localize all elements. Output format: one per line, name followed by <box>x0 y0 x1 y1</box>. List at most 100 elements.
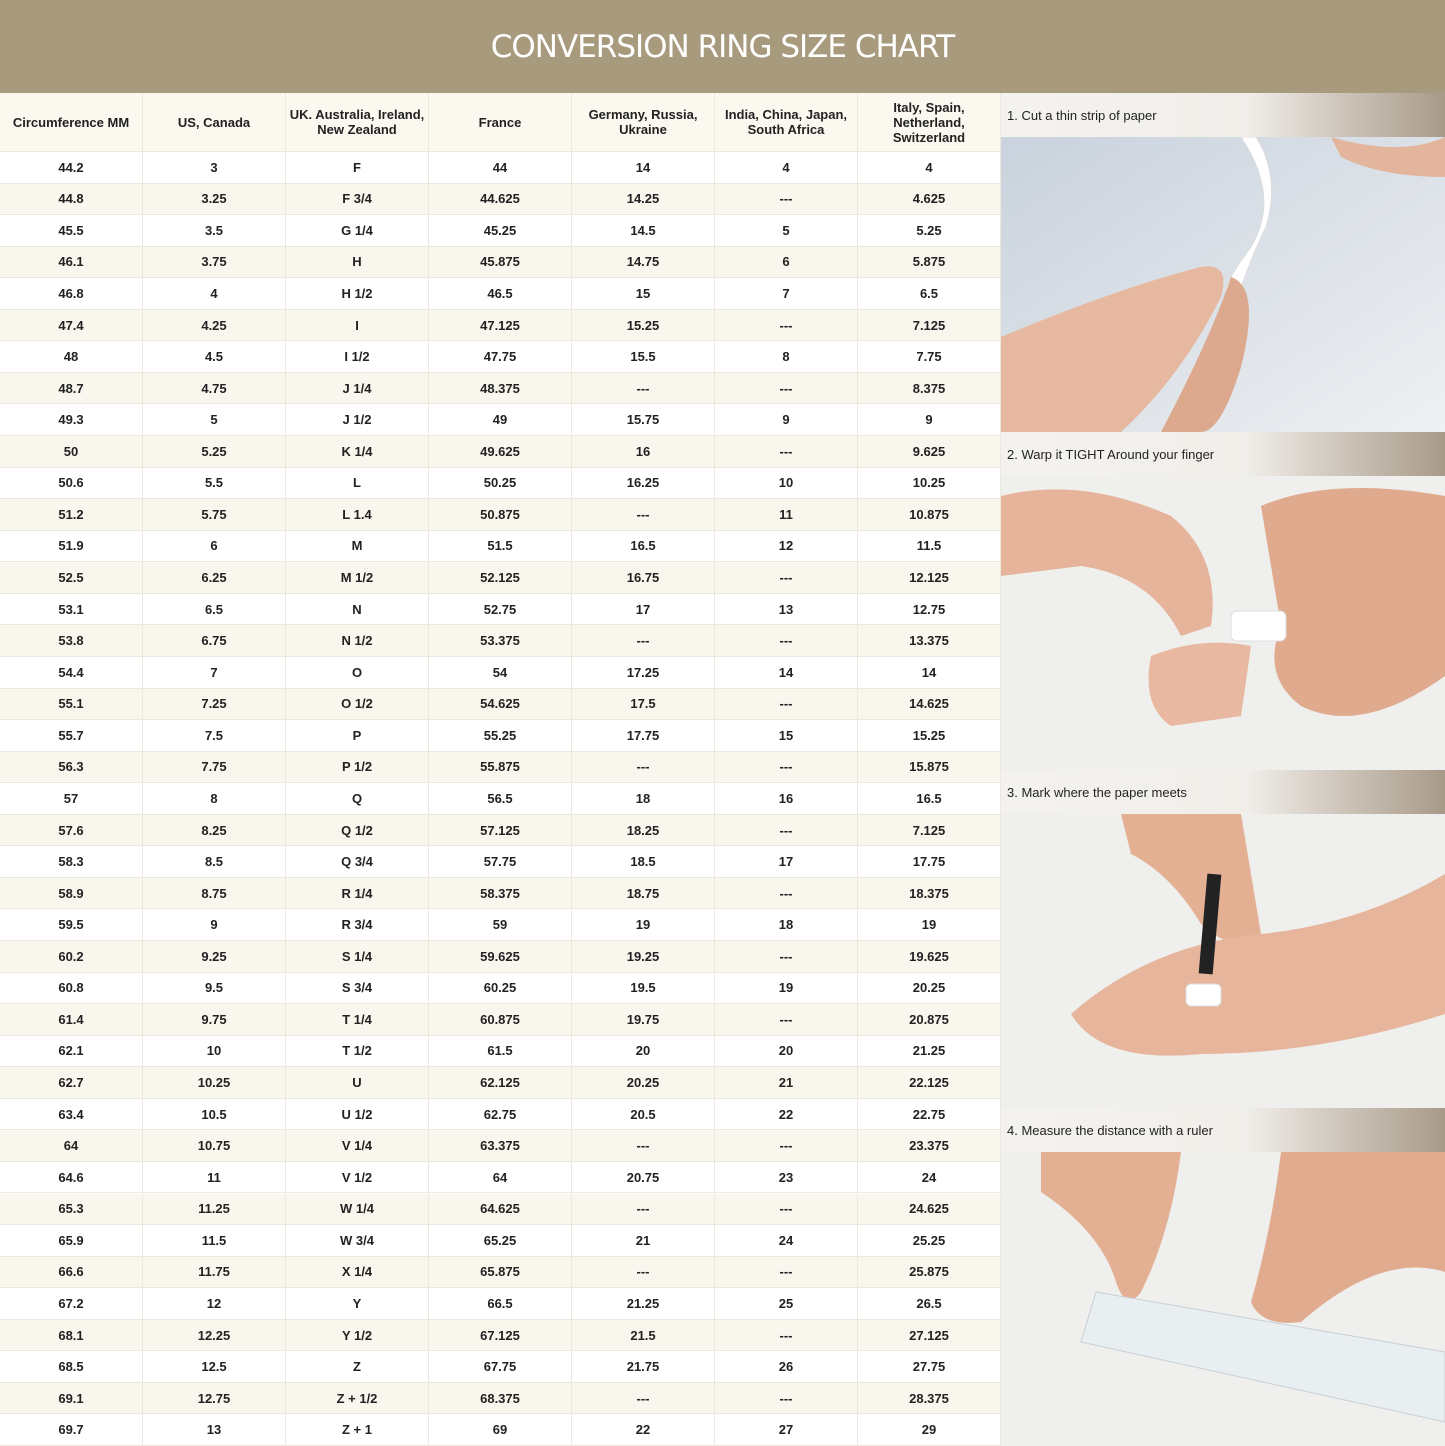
table-cell: 69.7 <box>0 1414 143 1446</box>
table-cell: H <box>286 246 429 279</box>
table-cell: 58.3 <box>0 846 143 878</box>
table-cell: 8.375 <box>858 372 1001 405</box>
table-cell: 9 <box>143 909 286 941</box>
table-cell: Q 1/2 <box>286 814 429 847</box>
table-cell: 50.25 <box>429 467 572 500</box>
table-cell: 4.75 <box>143 372 286 405</box>
table-cell: 18.5 <box>572 846 715 878</box>
table-cell: 59 <box>429 909 572 941</box>
table-cell: 15 <box>572 278 715 310</box>
table-cell: 12.125 <box>858 562 1001 594</box>
step-label: 4. Measure the distance with a ruler <box>1001 1108 1445 1152</box>
table-cell: 18.75 <box>572 877 715 910</box>
table-cell: 62.125 <box>429 1067 572 1099</box>
table-cell: 15.5 <box>572 341 715 373</box>
table-cell: 60.8 <box>0 972 143 1005</box>
step-photo <box>1001 137 1445 432</box>
step-panel: 1. Cut a thin strip of paper <box>1001 93 1445 432</box>
table-cell: 22 <box>715 1098 858 1131</box>
table-cell: V 1/4 <box>286 1130 429 1162</box>
table-cell: M 1/2 <box>286 562 429 594</box>
table-cell: 7 <box>715 278 858 310</box>
table-cell: 47.125 <box>429 309 572 342</box>
step-panel: 3. Mark where the paper meets <box>1001 770 1445 1108</box>
table-cell: 18.25 <box>572 814 715 847</box>
table-cell: 4 <box>143 278 286 310</box>
table-cell: --- <box>715 877 858 910</box>
table-cell: H 1/2 <box>286 278 429 310</box>
table-cell: T 1/4 <box>286 1004 429 1036</box>
table-cell: 21.25 <box>572 1288 715 1320</box>
table-cell: X 1/4 <box>286 1256 429 1289</box>
table-cell: 14.75 <box>572 246 715 279</box>
table-cell: 14.625 <box>858 688 1001 721</box>
table-cell: 21 <box>715 1067 858 1099</box>
table-cell: 44.625 <box>429 183 572 216</box>
table-cell: 65.9 <box>0 1225 143 1257</box>
table-cell: --- <box>715 562 858 594</box>
table-cell: --- <box>572 625 715 657</box>
table-cell: 14 <box>715 656 858 689</box>
table-cell: 47.4 <box>0 309 143 342</box>
table-cell: K 1/4 <box>286 436 429 468</box>
step-photo <box>1001 1152 1445 1446</box>
table-cell: 56.3 <box>0 751 143 784</box>
table-cell: 12.75 <box>858 593 1001 626</box>
table-cell: 15.75 <box>572 404 715 437</box>
table-cell: 64 <box>429 1161 572 1194</box>
table-cell: 11.25 <box>143 1193 286 1226</box>
table-cell: L 1.4 <box>286 499 429 531</box>
table-cell: 48 <box>0 341 143 373</box>
table-cell: 45.25 <box>429 215 572 247</box>
table-cell: 14 <box>858 656 1001 689</box>
column-header: UK. Australia, Ireland, New Zealand <box>286 93 429 152</box>
table-cell: 55.1 <box>0 688 143 721</box>
table-cell: 20.5 <box>572 1098 715 1131</box>
step-label: 2. Warp it TIGHT Around your finger <box>1001 432 1445 476</box>
table-cell: 59.625 <box>429 941 572 973</box>
table-cell: 50 <box>0 436 143 468</box>
table-cell: 44 <box>429 152 572 184</box>
table-cell: 19.25 <box>572 941 715 973</box>
table-cell: 15.25 <box>572 309 715 342</box>
table-cell: --- <box>572 499 715 531</box>
step-photo <box>1001 814 1445 1108</box>
table-cell: O <box>286 656 429 689</box>
table-cell: 58.375 <box>429 877 572 910</box>
table-cell: 60.25 <box>429 972 572 1005</box>
table-cell: 64.6 <box>0 1161 143 1194</box>
table-cell: 46.8 <box>0 278 143 310</box>
table-cell: 25.875 <box>858 1256 1001 1289</box>
table-cell: 53.375 <box>429 625 572 657</box>
table-cell: 7 <box>143 656 286 689</box>
table-cell: 44.8 <box>0 183 143 216</box>
table-cell: 17.5 <box>572 688 715 721</box>
table-cell: 16 <box>572 436 715 468</box>
table-cell: --- <box>572 751 715 784</box>
table-cell: 8 <box>715 341 858 373</box>
table-cell: 49.3 <box>0 404 143 437</box>
title: CONVERSION RING SIZE CHART <box>0 0 1445 93</box>
table-cell: 22.125 <box>858 1067 1001 1099</box>
table-cell: --- <box>572 1130 715 1162</box>
table-cell: 57.75 <box>429 846 572 878</box>
table-cell: 20.25 <box>858 972 1001 1005</box>
table-cell: 17.75 <box>572 720 715 752</box>
table-cell: 8.75 <box>143 877 286 910</box>
table-cell: 9.5 <box>143 972 286 1005</box>
table-cell: 51.9 <box>0 530 143 563</box>
table-cell: --- <box>715 751 858 784</box>
table-cell: 46.5 <box>429 278 572 310</box>
table-cell: --- <box>572 1256 715 1289</box>
table-cell: 67.125 <box>429 1319 572 1352</box>
table-cell: 13.375 <box>858 625 1001 657</box>
table-cell: 15.875 <box>858 751 1001 784</box>
step-label: 3. Mark where the paper meets <box>1001 770 1445 814</box>
table-cell: 55.7 <box>0 720 143 752</box>
table-cell: W 1/4 <box>286 1193 429 1226</box>
table-cell: 26 <box>715 1351 858 1383</box>
column-header: Germany, Russia, Ukraine <box>572 93 715 152</box>
table-cell: --- <box>715 625 858 657</box>
table-cell: 49 <box>429 404 572 437</box>
table-cell: 51.2 <box>0 499 143 531</box>
